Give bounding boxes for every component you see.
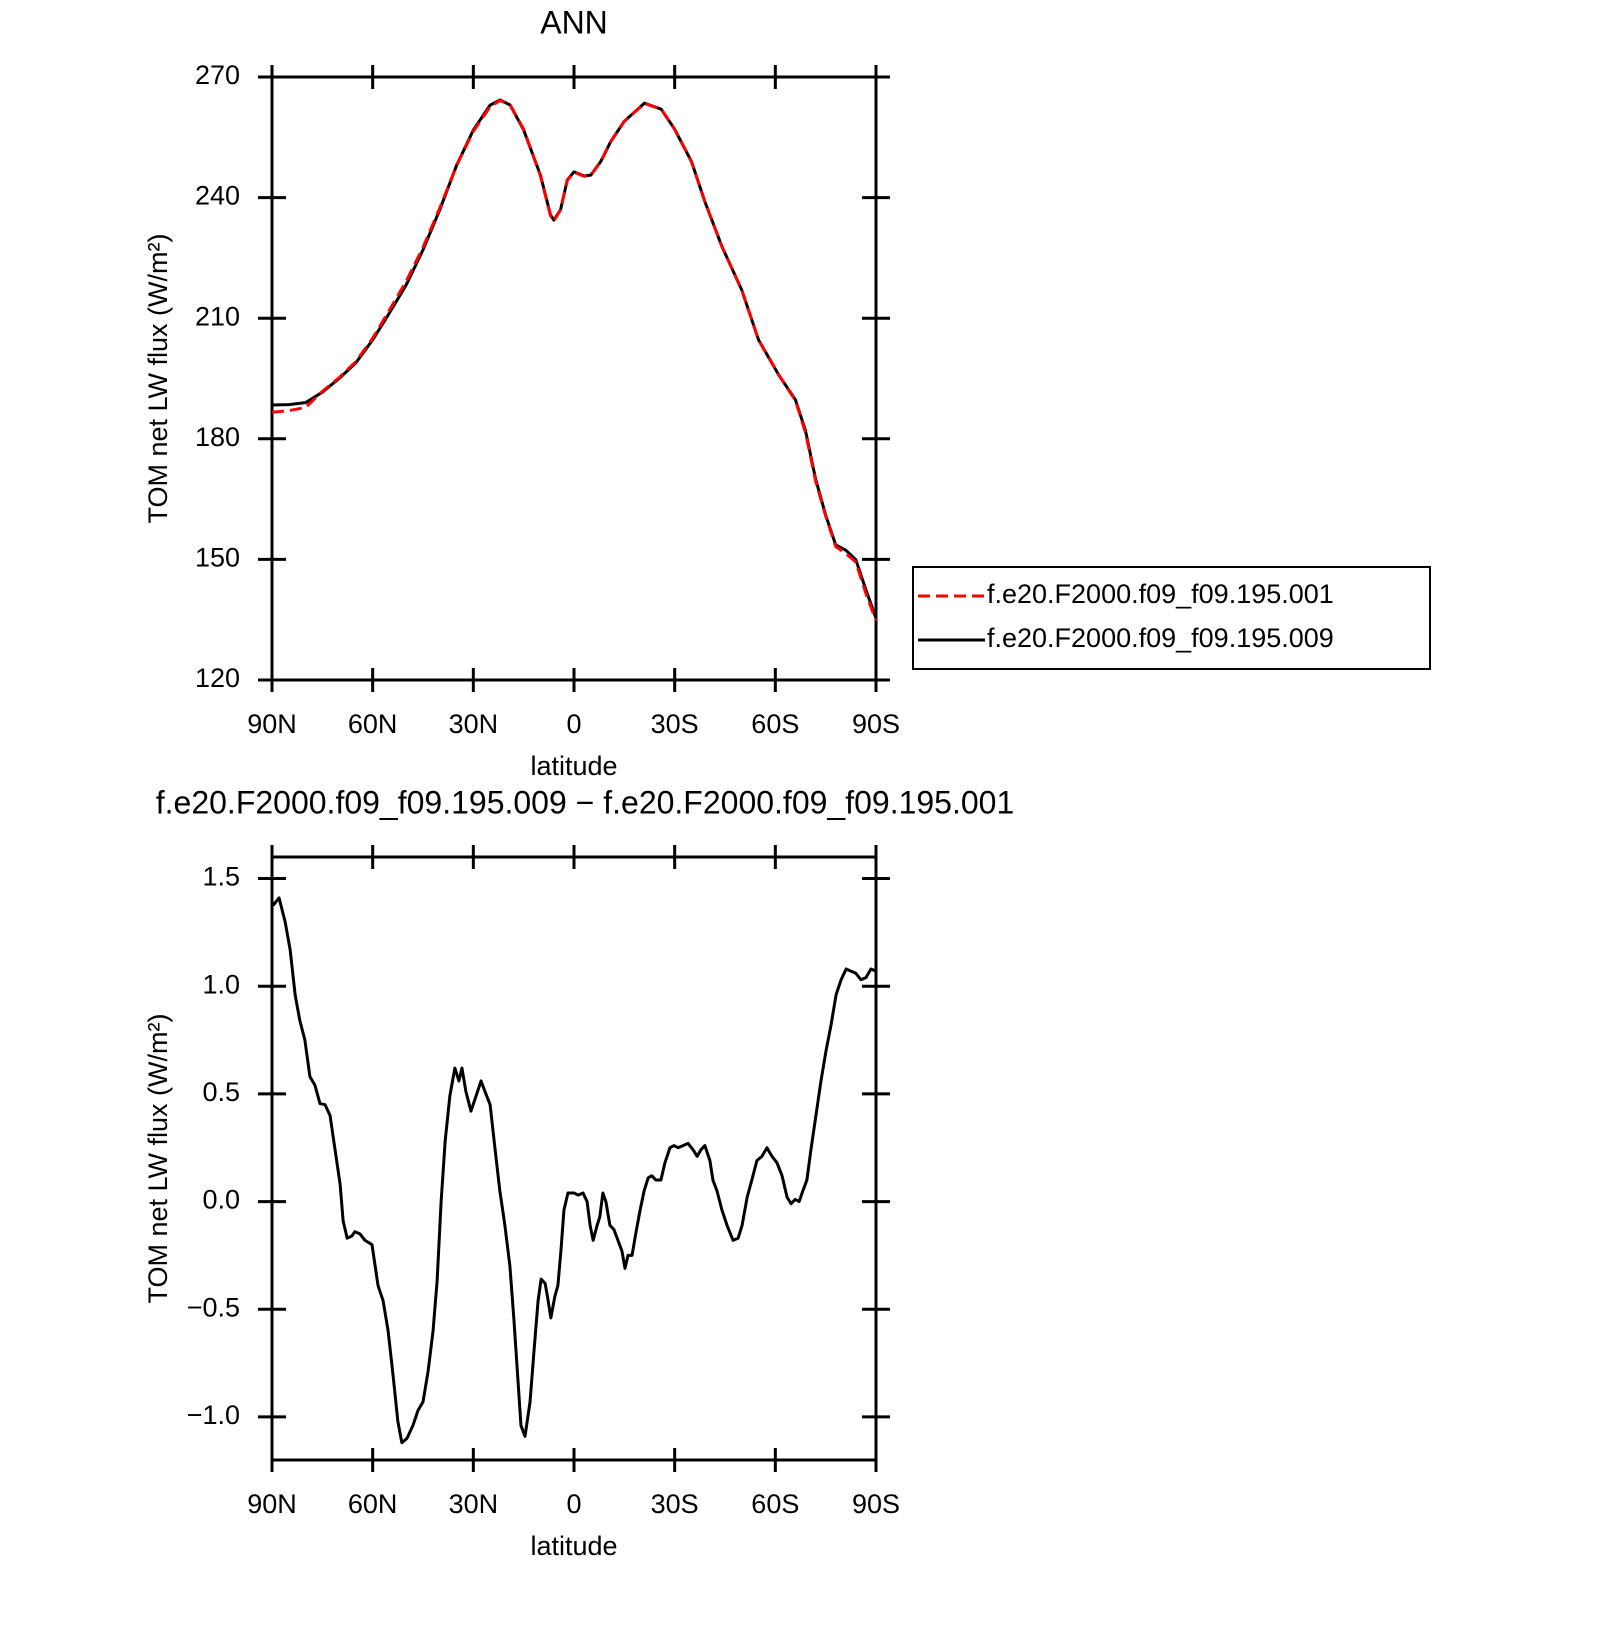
x-tick-label: 0 [566, 1489, 581, 1519]
legend-label: f.e20.F2000.f09_f09.195.009 [987, 623, 1334, 653]
y-tick-label: 150 [195, 543, 240, 573]
x-tick-label: 60N [348, 709, 398, 739]
plot-frame [270, 855, 878, 1462]
chart-title: ANN [540, 4, 608, 40]
chart-title: f.e20.F2000.f09_f09.195.009 − f.e20.F200… [156, 784, 1015, 820]
plot-frame [270, 75, 878, 682]
y-tick-label: −0.5 [187, 1292, 240, 1322]
legend-label: f.e20.F2000.f09_f09.195.001 [987, 579, 1334, 609]
x-tick-label: 90S [852, 1489, 900, 1519]
data-line [271, 896, 877, 1445]
y-axis-label: TOM net LW flux (W/m²) [143, 234, 173, 524]
y-tick-label: 0.0 [202, 1185, 240, 1215]
y-tick-label: 240 [195, 181, 240, 211]
x-tick-label: 60S [751, 709, 799, 739]
x-tick-label: 30S [651, 709, 699, 739]
y-tick-label: 120 [195, 663, 240, 693]
x-tick-label: 30N [449, 709, 499, 739]
legend-box [912, 566, 1431, 670]
y-tick-label: 270 [195, 60, 240, 90]
x-tick-label: 60S [751, 1489, 799, 1519]
y-tick-label: 0.5 [202, 1077, 240, 1107]
x-tick-label: 90N [247, 709, 297, 739]
y-tick-label: 1.5 [202, 862, 240, 892]
data-line [271, 98, 878, 619]
x-axis-label: latitude [530, 751, 617, 781]
x-tick-label: 60N [348, 1489, 398, 1519]
y-axis-label: TOM net LW flux (W/m²) [143, 1014, 173, 1304]
x-tick-label: 30N [449, 1489, 499, 1519]
y-tick-label: 1.0 [202, 969, 240, 999]
y-tick-label: 180 [195, 422, 240, 452]
y-tick-label: 210 [195, 301, 240, 331]
x-tick-label: 90S [852, 709, 900, 739]
x-tick-label: 0 [566, 709, 581, 739]
data-line [271, 98, 878, 622]
x-tick-label: 30S [651, 1489, 699, 1519]
x-tick-label: 90N [247, 1489, 297, 1519]
x-axis-label: latitude [530, 1531, 617, 1561]
y-tick-label: −1.0 [187, 1400, 240, 1430]
